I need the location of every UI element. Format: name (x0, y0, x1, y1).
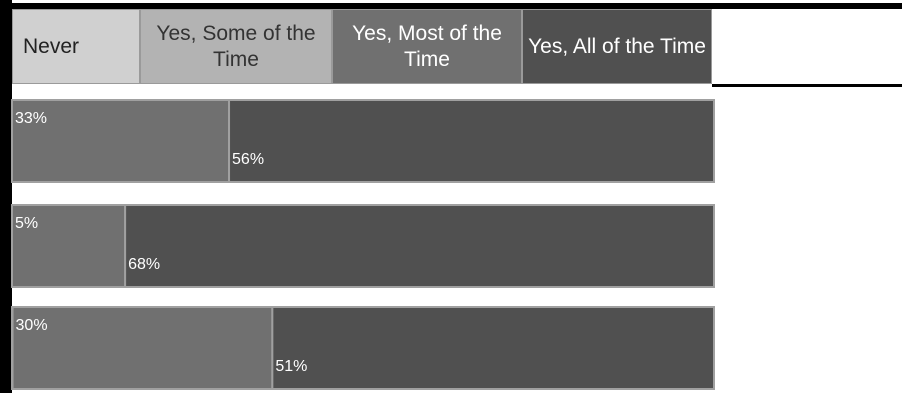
bar-segment (11, 204, 127, 288)
legend-never: Never (12, 9, 140, 84)
data-label: 33% (15, 110, 47, 127)
top-rule (12, 3, 902, 9)
bar-segment (11, 306, 274, 390)
legend-most-of-the-time: Yes, Most of the Time (332, 9, 522, 84)
bar-row: 5% 68% (11, 204, 716, 288)
data-label: 56% (232, 151, 264, 168)
bar-row: 30% 51% (11, 306, 715, 390)
data-label: 68% (128, 256, 160, 273)
header-rule (712, 84, 902, 87)
legend-some-of-the-time: Yes, Some of the Time (140, 9, 332, 84)
bar-segment (11, 99, 231, 183)
bar-row: 33% 56% (11, 99, 715, 183)
bar-segment (271, 306, 715, 390)
bar-segment (124, 204, 716, 288)
data-label: 51% (275, 358, 307, 375)
data-label: 30% (16, 317, 48, 334)
data-label: 5% (15, 215, 38, 232)
legend-all-of-the-time: Yes, All of the Time (522, 9, 712, 84)
bar-segment (228, 99, 715, 183)
left-edge-bar (0, 0, 12, 393)
